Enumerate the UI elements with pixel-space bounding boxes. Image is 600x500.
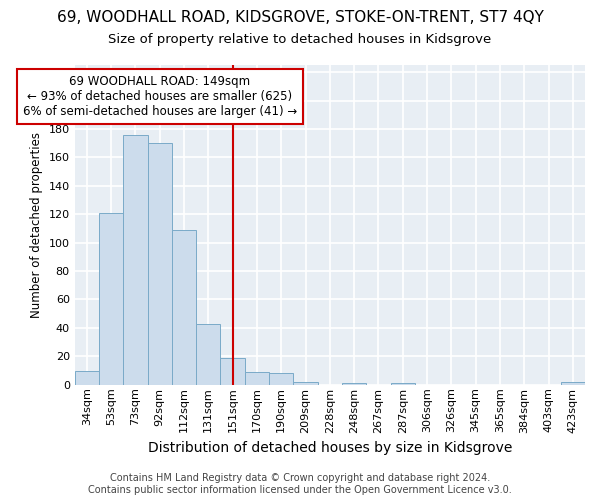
Text: 69 WOODHALL ROAD: 149sqm
← 93% of detached houses are smaller (625)
6% of semi-d: 69 WOODHALL ROAD: 149sqm ← 93% of detach…: [23, 75, 297, 118]
Bar: [391, 384, 415, 385]
Bar: [269, 374, 293, 385]
Bar: [148, 143, 172, 385]
Bar: [245, 372, 269, 385]
Text: Size of property relative to detached houses in Kidsgrove: Size of property relative to detached ho…: [109, 32, 491, 46]
Bar: [123, 134, 148, 385]
Y-axis label: Number of detached properties: Number of detached properties: [30, 132, 43, 318]
Bar: [293, 382, 317, 385]
Text: Contains HM Land Registry data © Crown copyright and database right 2024.
Contai: Contains HM Land Registry data © Crown c…: [88, 474, 512, 495]
Bar: [342, 384, 366, 385]
Bar: [99, 213, 123, 385]
Bar: [220, 358, 245, 385]
Bar: [172, 230, 196, 385]
Text: 69, WOODHALL ROAD, KIDSGROVE, STOKE-ON-TRENT, ST7 4QY: 69, WOODHALL ROAD, KIDSGROVE, STOKE-ON-T…: [56, 10, 544, 25]
X-axis label: Distribution of detached houses by size in Kidsgrove: Distribution of detached houses by size …: [148, 441, 512, 455]
Bar: [560, 382, 585, 385]
Bar: [74, 370, 99, 385]
Bar: [196, 324, 220, 385]
